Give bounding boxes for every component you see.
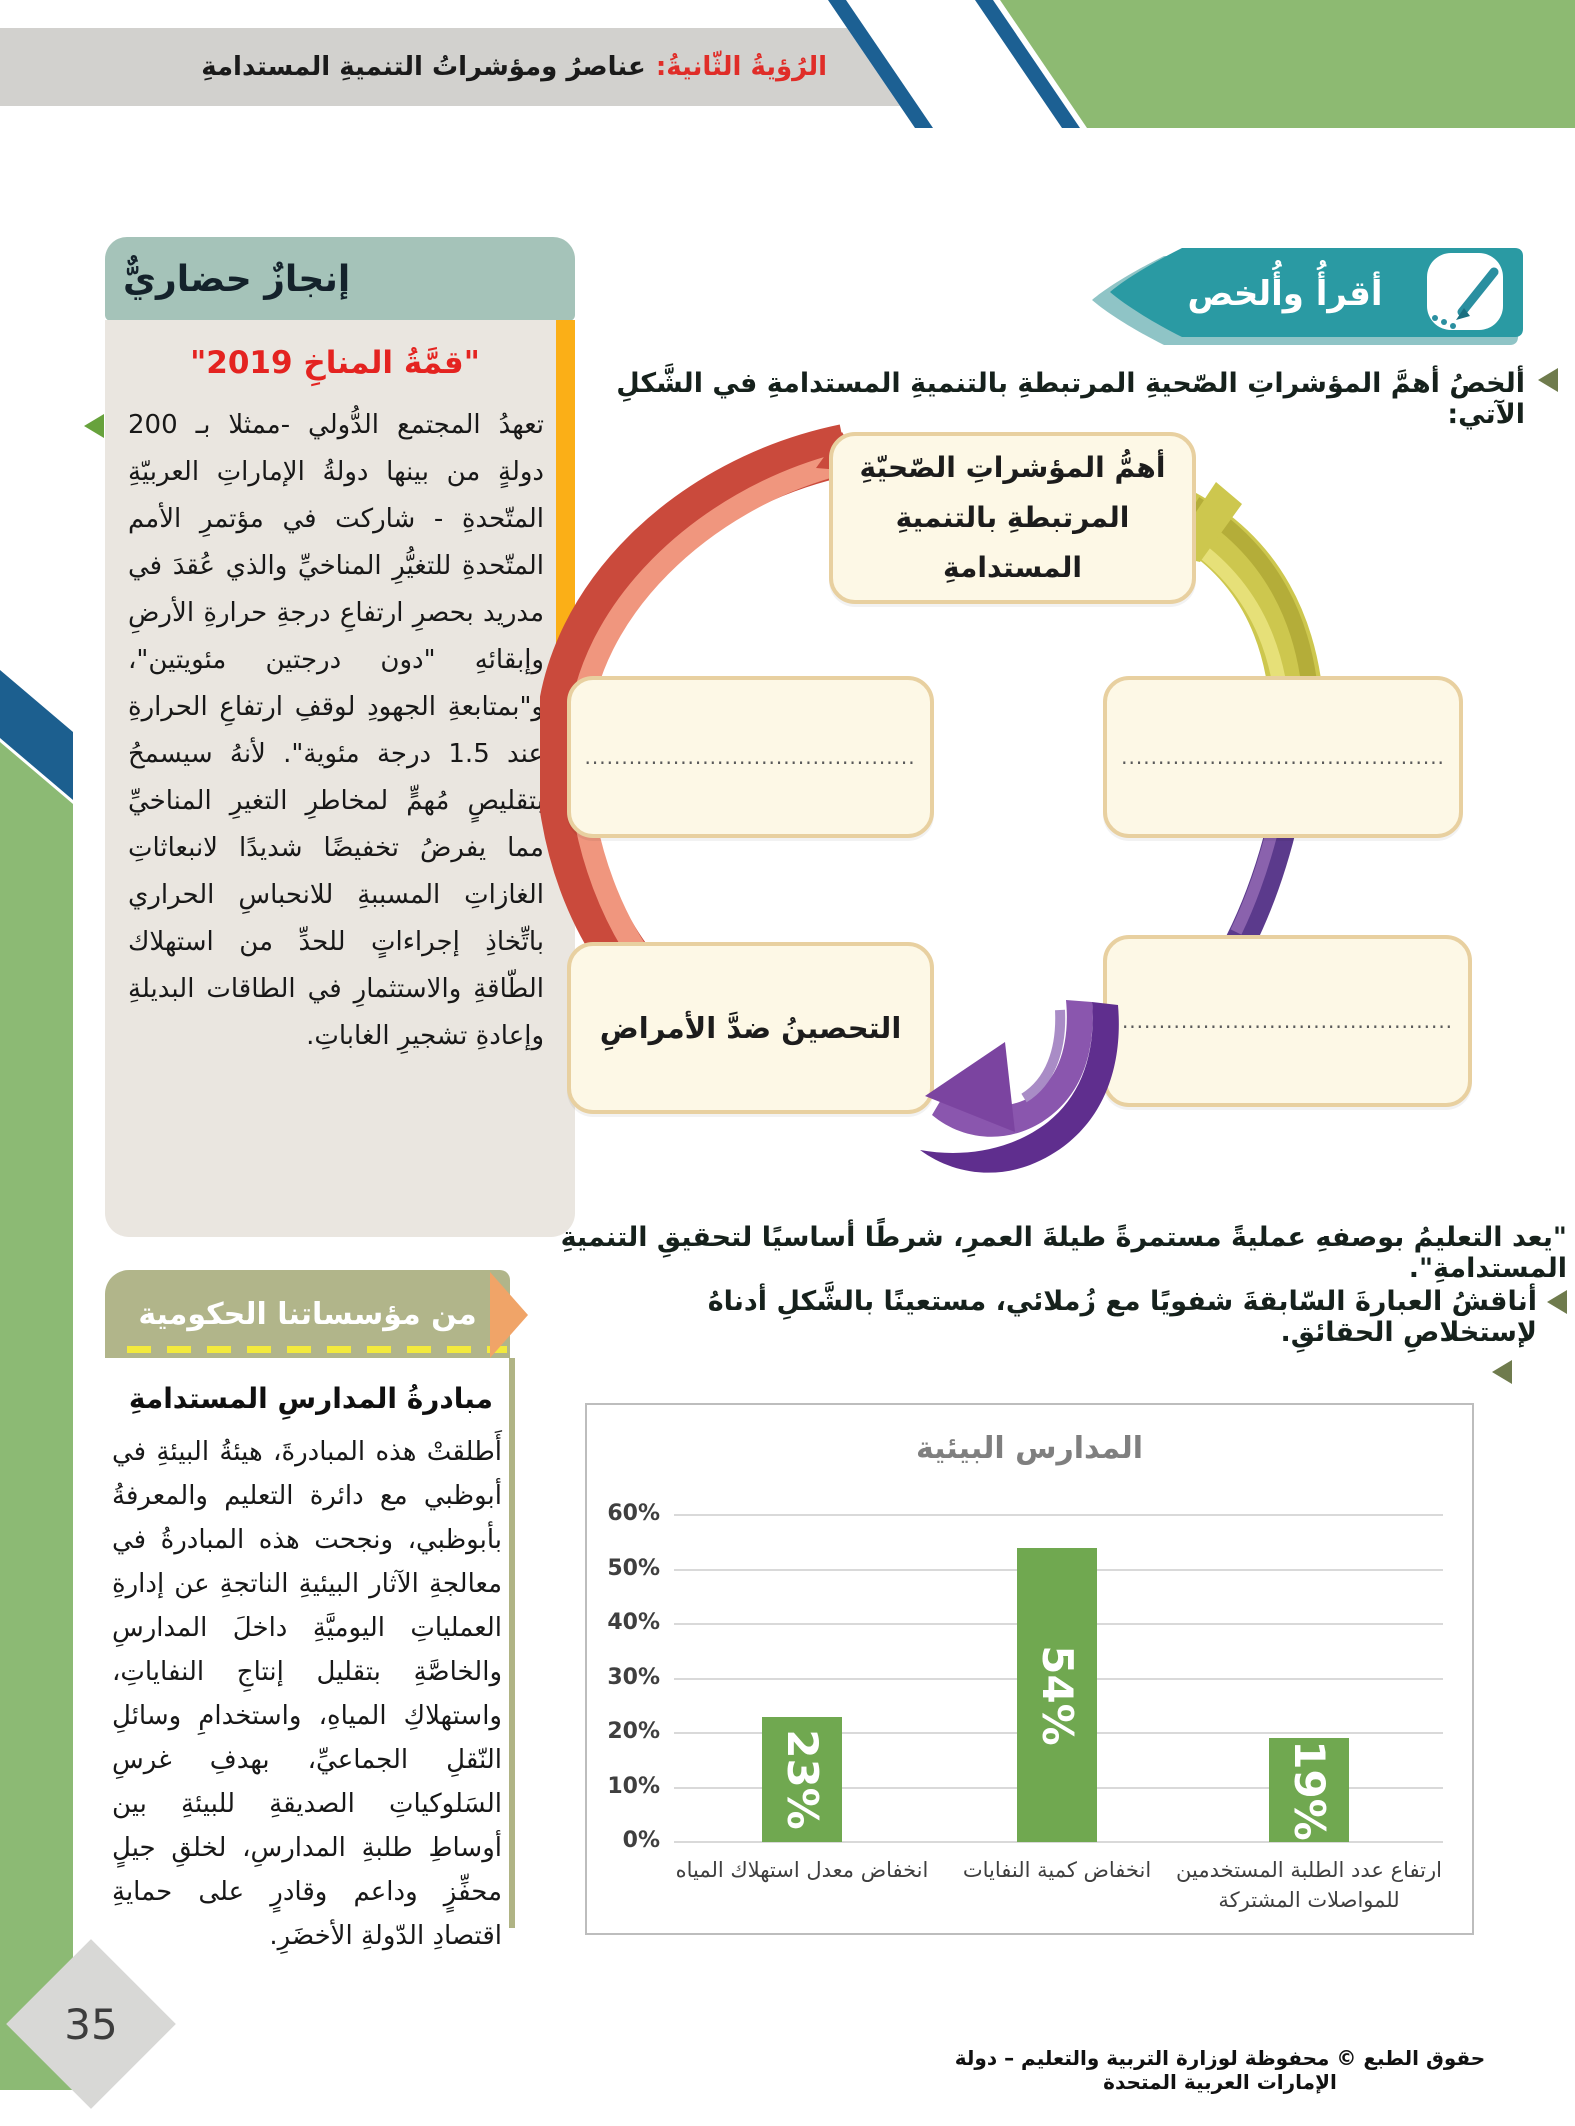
institutions-body: أَطلقتْ هذه المبادرةَ، هيئةُ البيئةِ في …	[112, 1437, 502, 1951]
header-blue-stripe-left	[828, 0, 933, 128]
chart-plot-area: 60% 50% 40% 30% 20% 10% 0% 23% 54% 19%	[607, 1501, 1443, 1853]
banner-shape	[1110, 248, 1523, 337]
education-quote: "يعد التعليمُ بوصفهِ عمليةً مستمرةً طيلة…	[560, 1222, 1567, 1284]
discussion-text: أناقشُ العبارةَ السّابقةَ شفويًا مع زُمل…	[707, 1286, 1537, 1348]
figure-bullet-icon	[1492, 1360, 1512, 1384]
bar-value-label: 23%	[777, 1729, 827, 1830]
bar-value-label: 19%	[1284, 1739, 1334, 1841]
diagram-center-box: أهمُّ المؤشراتِ الصّحيّةِ المرتبطةِ بالت…	[829, 432, 1196, 604]
achievement-card	[105, 320, 575, 1237]
chart-bar: 19%	[1269, 1738, 1349, 1842]
y-tick-label: 10%	[607, 1773, 660, 1799]
institutions-heading: من مؤسساتنا الحكومية	[138, 1296, 477, 1332]
header-green-block	[1000, 0, 1575, 128]
institutions-card-header: من مؤسساتنا الحكومية	[105, 1270, 510, 1358]
breadcrumb: الرُؤيةُ الثّانيةُ: عناصرُ ومؤشراتُ التن…	[0, 28, 845, 106]
header-gray-band	[0, 28, 900, 106]
y-tick-label: 0%	[622, 1828, 660, 1853]
achievement-heading: إنجازٌ حضاريٌّ	[123, 258, 351, 300]
placeholder-dots: ........................................…	[585, 745, 916, 769]
bar-value-label: 54%	[1032, 1644, 1082, 1746]
y-tick-label: 20%	[607, 1719, 660, 1744]
left-blue-band	[0, 670, 73, 800]
chart-bar: 54%	[1017, 1548, 1097, 1842]
grid-line	[674, 1514, 1443, 1516]
purple-arrow	[920, 1000, 1119, 1173]
chapter-label: الرُؤيةُ الثّانيةُ:	[655, 52, 827, 82]
left-green-band	[0, 742, 73, 2090]
y-tick-label: 60%	[607, 1501, 660, 1526]
placeholder-dots: ........................................…	[1121, 745, 1445, 769]
x-category-label: ارتفاع عدد الطلبة المستخدمين للمواصلات ا…	[1176, 1858, 1442, 1912]
grid-line	[674, 1841, 1443, 1843]
banner-label: أقرأُ وأُلخص	[1187, 274, 1383, 314]
diagram-center-label: أهمُّ المؤشراتِ الصّحيّةِ المرتبطةِ بالت…	[859, 451, 1166, 584]
header-decoration	[0, 0, 1575, 128]
y-tick-label: 40%	[607, 1610, 660, 1635]
x-category-label: انخفاض معدل استهلاك المياه	[675, 1858, 929, 1882]
institutions-title: مبادرةُ المدارسِ المستدامةِ	[128, 1382, 493, 1415]
triangle-bullet-icon	[1547, 1290, 1567, 1314]
chart-title: المدارس البيئية	[915, 1431, 1144, 1466]
diagram-fillin-box-left[interactable]: ........................................…	[567, 676, 934, 838]
pencil-icon-bg	[1427, 253, 1503, 330]
immunization-label: التحصينُ ضدَّ الأمراضِ	[599, 1011, 902, 1045]
environmental-schools-chart: المدارس البيئية 60% 50% 40% 30% 20% 10% 0% 23% 5…	[585, 1403, 1474, 1935]
achievement-card-header: إنجازٌ حضاريٌّ	[105, 237, 575, 321]
diagram-fillin-box-right[interactable]: ........................................…	[1103, 676, 1463, 838]
olive-side-rule	[509, 1358, 515, 1928]
orange-corner-icon	[490, 1272, 528, 1358]
page-footer: حقوق الطبع © محفوظة لوزارة التربية والتع…	[954, 2046, 1486, 2094]
dashed-divider	[127, 1346, 507, 1353]
achievement-title: "قمَّةُ المناخِ 2019"	[190, 345, 480, 381]
triangle-bullet-icon	[1538, 368, 1558, 392]
achievement-body: تعهدُ المجتمع الدُّولي -ممثلا بـ 200 دول…	[128, 410, 545, 1051]
chapter-title: عناصرُ ومؤشراتُ التنميةِ المستدامةِ	[201, 52, 646, 82]
x-category-label: انخفاض كمية النفايات	[962, 1858, 1152, 1882]
header-blue-stripe-right	[975, 0, 1080, 128]
pencil-icon	[1432, 267, 1499, 329]
page-number: 35	[64, 1999, 118, 2049]
placeholder-dots: ........................................…	[1121, 1009, 1454, 1033]
triangle-bullet-icon	[84, 414, 104, 438]
diagram-immunization-box: التحصينُ ضدَّ الأمراضِ	[567, 942, 934, 1114]
y-tick-label: 30%	[607, 1664, 660, 1690]
left-margin-decoration	[0, 670, 73, 2090]
diagram-fillin-box-bottom[interactable]: ........................................…	[1103, 935, 1472, 1107]
instruction-text: ألخصُ أهمَّ المؤشراتِ الصّحيةِ المرتبطةِ…	[616, 368, 1525, 430]
y-tick-label: 50%	[607, 1555, 660, 1581]
read-summarize-banner	[1092, 248, 1523, 345]
chart-bar: 23%	[762, 1717, 842, 1842]
